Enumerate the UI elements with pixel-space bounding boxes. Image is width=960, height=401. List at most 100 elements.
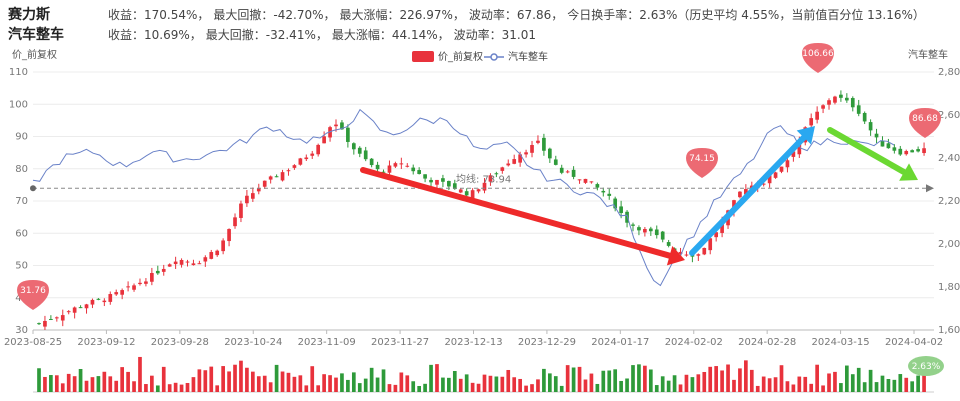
left-tick-label: 110 — [9, 67, 28, 78]
volume-bar — [536, 379, 540, 392]
candle-body — [357, 147, 362, 154]
sector-name: 汽车整车 — [8, 27, 64, 43]
candle-body — [809, 118, 814, 126]
volume-bar — [512, 377, 517, 392]
candle-body — [916, 149, 920, 152]
candle-body — [369, 158, 374, 166]
volume-bar — [179, 384, 184, 392]
volume-bar — [452, 371, 457, 392]
volume-bar — [767, 378, 772, 392]
candle-body — [577, 179, 582, 181]
left-tick-label: 50 — [15, 261, 28, 272]
candle-body — [316, 144, 321, 155]
volume-bar — [660, 376, 665, 392]
candle-body — [839, 94, 843, 98]
candle-body — [298, 158, 303, 165]
volume-bar — [167, 384, 172, 392]
volume-bar — [363, 378, 368, 392]
volume-bar — [197, 369, 202, 392]
candle-body — [785, 160, 790, 168]
candle-body — [84, 304, 89, 309]
candle-body — [144, 281, 148, 284]
candle-body — [553, 159, 558, 165]
volume-bar — [643, 365, 647, 392]
volume-bar — [547, 373, 552, 392]
volume-bar — [506, 369, 511, 392]
x-tick-label: 2024-02-28 — [738, 337, 796, 348]
volume-bar — [262, 375, 267, 392]
volume-bar — [447, 377, 451, 392]
candle-body — [423, 174, 427, 179]
stock-turnover: 今日换手率：2.63%（历史平均 4.55%，当前值百分位 13.16%） — [567, 8, 925, 22]
candle-body — [833, 96, 837, 103]
legend[interactable]: 价_前复权 汽车整车 — [412, 50, 548, 63]
candle-body — [827, 100, 831, 105]
candle-body — [185, 261, 190, 263]
price-markers: 31.76 74.15 106.66 86.68 — [17, 43, 941, 310]
stock-stats-row: 赛力斯 收益：170.54%， 最大回撤：-42.70%， 最大涨幅：226.97%，… — [8, 4, 929, 23]
volume-bar — [500, 376, 505, 392]
candle-body — [227, 229, 231, 242]
candle-body — [791, 151, 796, 157]
candle-body — [37, 323, 41, 325]
volume-bar — [256, 376, 261, 392]
candle-body — [66, 311, 71, 313]
candle-body — [512, 159, 517, 164]
volume-bar — [672, 375, 677, 392]
candle-body — [191, 263, 196, 266]
volume-bar — [530, 384, 534, 392]
candle-body — [892, 147, 897, 151]
volume-bar — [571, 367, 576, 392]
x-tick-label: 2023-10-24 — [224, 337, 282, 348]
candle-body — [542, 137, 546, 151]
right-tick-label: 1,800 — [938, 282, 960, 293]
candle-body — [898, 148, 903, 155]
price-marker-balloon — [909, 108, 941, 138]
volume-bar — [221, 366, 225, 392]
x-tick-label: 2023-12-13 — [444, 337, 502, 348]
volume-bar — [274, 364, 279, 392]
volume-bar — [138, 356, 142, 392]
candle-body — [821, 105, 825, 109]
right-tick-label: 2,800 — [938, 67, 960, 78]
candle-body — [399, 163, 404, 165]
volume-bar — [66, 373, 71, 392]
volume-bar — [583, 379, 588, 392]
volume-bar — [821, 385, 825, 392]
candle-body — [161, 268, 166, 272]
candle-body — [268, 176, 273, 180]
volume-bar — [856, 367, 861, 392]
volume-bar — [334, 377, 338, 392]
volume-bar — [809, 383, 814, 392]
volume-bar — [126, 371, 130, 392]
sector-line — [32, 108, 895, 287]
candle-body — [595, 184, 600, 188]
volume-bar — [595, 383, 600, 392]
grid — [33, 71, 934, 393]
x-tick-label: 2024-02-02 — [665, 337, 723, 348]
candle-body — [607, 193, 612, 196]
volume-bar — [114, 380, 119, 392]
volume-bar — [215, 385, 220, 392]
candle-body — [565, 171, 570, 173]
right-axis: 1,600 1,800 2,000 2,200 2,400 2,600 2,800 — [938, 67, 960, 336]
candle-body — [476, 189, 481, 192]
candle-body — [405, 165, 410, 167]
candle-body — [583, 178, 588, 183]
volume-bar — [441, 377, 445, 392]
candle-body — [286, 170, 291, 172]
trend-arrows — [360, 126, 918, 266]
volume-bar — [393, 384, 398, 392]
candle-body — [197, 263, 202, 265]
candle-body — [138, 282, 142, 285]
candle-body — [310, 153, 315, 156]
candle-body — [470, 190, 475, 199]
x-axis: 2023-08-25 2023-09-12 2023-09-28 2023-10-24… — [4, 330, 943, 348]
volume-bar — [464, 374, 469, 392]
volume-bar — [904, 377, 909, 392]
candle-body — [387, 165, 392, 173]
volume-bar — [411, 381, 416, 392]
volume-bar — [120, 367, 125, 392]
volume-bar — [815, 364, 819, 392]
volume-bar — [375, 377, 380, 392]
